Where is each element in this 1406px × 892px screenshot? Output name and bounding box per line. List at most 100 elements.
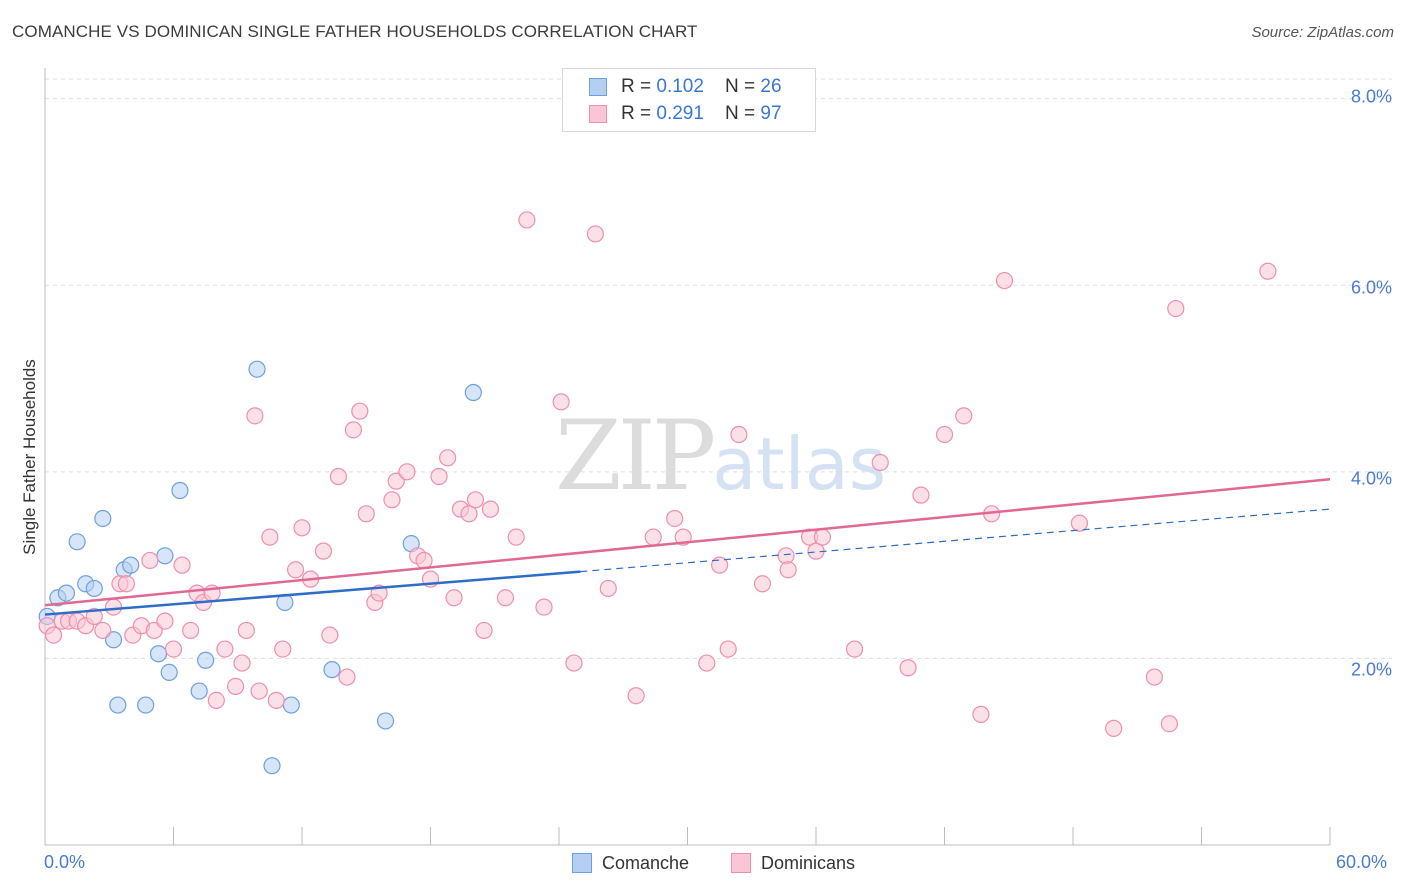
dominicans-point — [552, 393, 570, 411]
dominicans-point — [1167, 299, 1185, 318]
dominicans-point — [344, 421, 362, 439]
dominicans-point — [698, 654, 716, 672]
comanche-point — [376, 712, 395, 730]
dominicans-point — [104, 598, 123, 616]
dominicans-point — [267, 691, 285, 709]
dominicans-point — [94, 621, 112, 640]
dominicans-point — [156, 612, 174, 630]
dominicans-point — [955, 407, 973, 425]
comanche-point — [122, 556, 140, 574]
legend-item-comanche: Comanche — [572, 853, 689, 874]
chart-title: COMANCHE VS DOMINICAN SINGLE FATHER HOUS… — [12, 22, 698, 41]
dominicans-point — [912, 486, 930, 504]
dominicans-point — [496, 589, 515, 607]
dominicans-point — [935, 425, 954, 444]
dominicans-point — [627, 687, 645, 705]
comanche-point — [57, 584, 76, 602]
dominicans-point — [753, 575, 772, 593]
dominicans-point — [666, 509, 684, 528]
stats-legend: R = 0.102 N = 26 R = 0.291 N = 97 — [562, 68, 816, 132]
dominicans-point — [286, 561, 305, 579]
dominicans-point — [779, 561, 797, 579]
dominicans-point — [357, 505, 375, 523]
dominicans-point — [481, 500, 500, 518]
comanche-point — [85, 579, 103, 598]
dominicans-point — [845, 640, 864, 658]
dominicans-point — [466, 491, 485, 509]
r-value: 0.291 — [656, 103, 704, 124]
dominicans-point — [173, 556, 191, 574]
dominicans-point — [398, 463, 416, 481]
dominicans-point — [351, 402, 369, 420]
dominicans-point — [44, 626, 63, 644]
dominicans-point — [439, 449, 457, 467]
comanche-point — [109, 696, 127, 714]
n-value: 26 — [760, 76, 782, 97]
dominicans-point — [899, 659, 917, 677]
comanche-point — [248, 360, 266, 378]
dominicans-point — [321, 626, 339, 644]
comanche-legend-swatch — [572, 853, 592, 873]
dominicans-point — [261, 528, 279, 546]
dominicans-point — [227, 677, 245, 696]
r-label: R = — [621, 76, 657, 97]
x-tick-label-max: 60.0% — [1336, 852, 1388, 872]
dominicans-point — [813, 528, 832, 546]
dominicans-point — [871, 453, 889, 472]
dominicans-point — [338, 668, 356, 686]
comanche-point — [149, 645, 168, 663]
dominicans-point — [995, 271, 1014, 290]
dominicans-point — [1160, 715, 1178, 733]
source-label: Source: ZipAtlas.com — [1251, 24, 1394, 41]
dominicans-point — [293, 519, 311, 537]
n-label: N = — [725, 103, 761, 124]
dominicans-point — [730, 425, 748, 444]
dominicans-point — [586, 225, 605, 243]
legend-item-dominicans: Dominicans — [731, 853, 855, 874]
dominicans-point — [237, 621, 255, 640]
r-label: R = — [621, 103, 657, 124]
comanche-point — [137, 696, 155, 714]
comanche-point — [160, 663, 178, 682]
comanche-point — [171, 481, 189, 500]
comanche-point — [282, 696, 300, 714]
dominicans-point — [250, 682, 268, 700]
legend-label: Dominicans — [761, 853, 856, 873]
y-tick-label: 4.0% — [1350, 468, 1392, 489]
dominicans-point — [565, 654, 583, 672]
dominicans-point — [182, 621, 200, 640]
r-value: 0.102 — [656, 76, 704, 97]
comanche-trend-extension — [580, 508, 1331, 573]
comanche-point — [94, 509, 112, 528]
dominicans-swatch — [589, 105, 607, 123]
dominicans-point — [711, 556, 729, 574]
dominicans-point — [972, 705, 990, 723]
dominicans-point — [216, 640, 234, 658]
dominicans-point — [207, 691, 225, 709]
dominicans-point — [415, 551, 433, 570]
x-tick-label-min: 0.0% — [44, 852, 86, 872]
dominicans-point — [599, 579, 617, 598]
comanche-point — [156, 547, 174, 565]
dominicans-point — [1259, 262, 1277, 280]
dominicans-point — [518, 211, 536, 229]
dominicans-point — [117, 575, 135, 593]
dominicans-trend-line — [44, 478, 1331, 607]
comanche-point — [68, 533, 86, 551]
y-tick-label: 8.0% — [1350, 86, 1392, 107]
dominicans-legend-swatch — [731, 853, 751, 873]
dominicans-point — [141, 551, 159, 570]
comanche-point — [197, 651, 215, 669]
dominicans-point — [777, 547, 795, 565]
comanche-point — [190, 682, 208, 700]
comanche-point — [464, 383, 482, 402]
dominicans-point — [445, 589, 463, 607]
dominicans-point — [164, 640, 183, 658]
dominicans-point — [233, 654, 251, 672]
n-value: 97 — [760, 103, 782, 124]
y-tick-label: 6.0% — [1350, 277, 1392, 298]
dominicans-point — [460, 505, 478, 523]
comanche-point — [263, 757, 281, 775]
dominicans-point — [507, 528, 525, 546]
